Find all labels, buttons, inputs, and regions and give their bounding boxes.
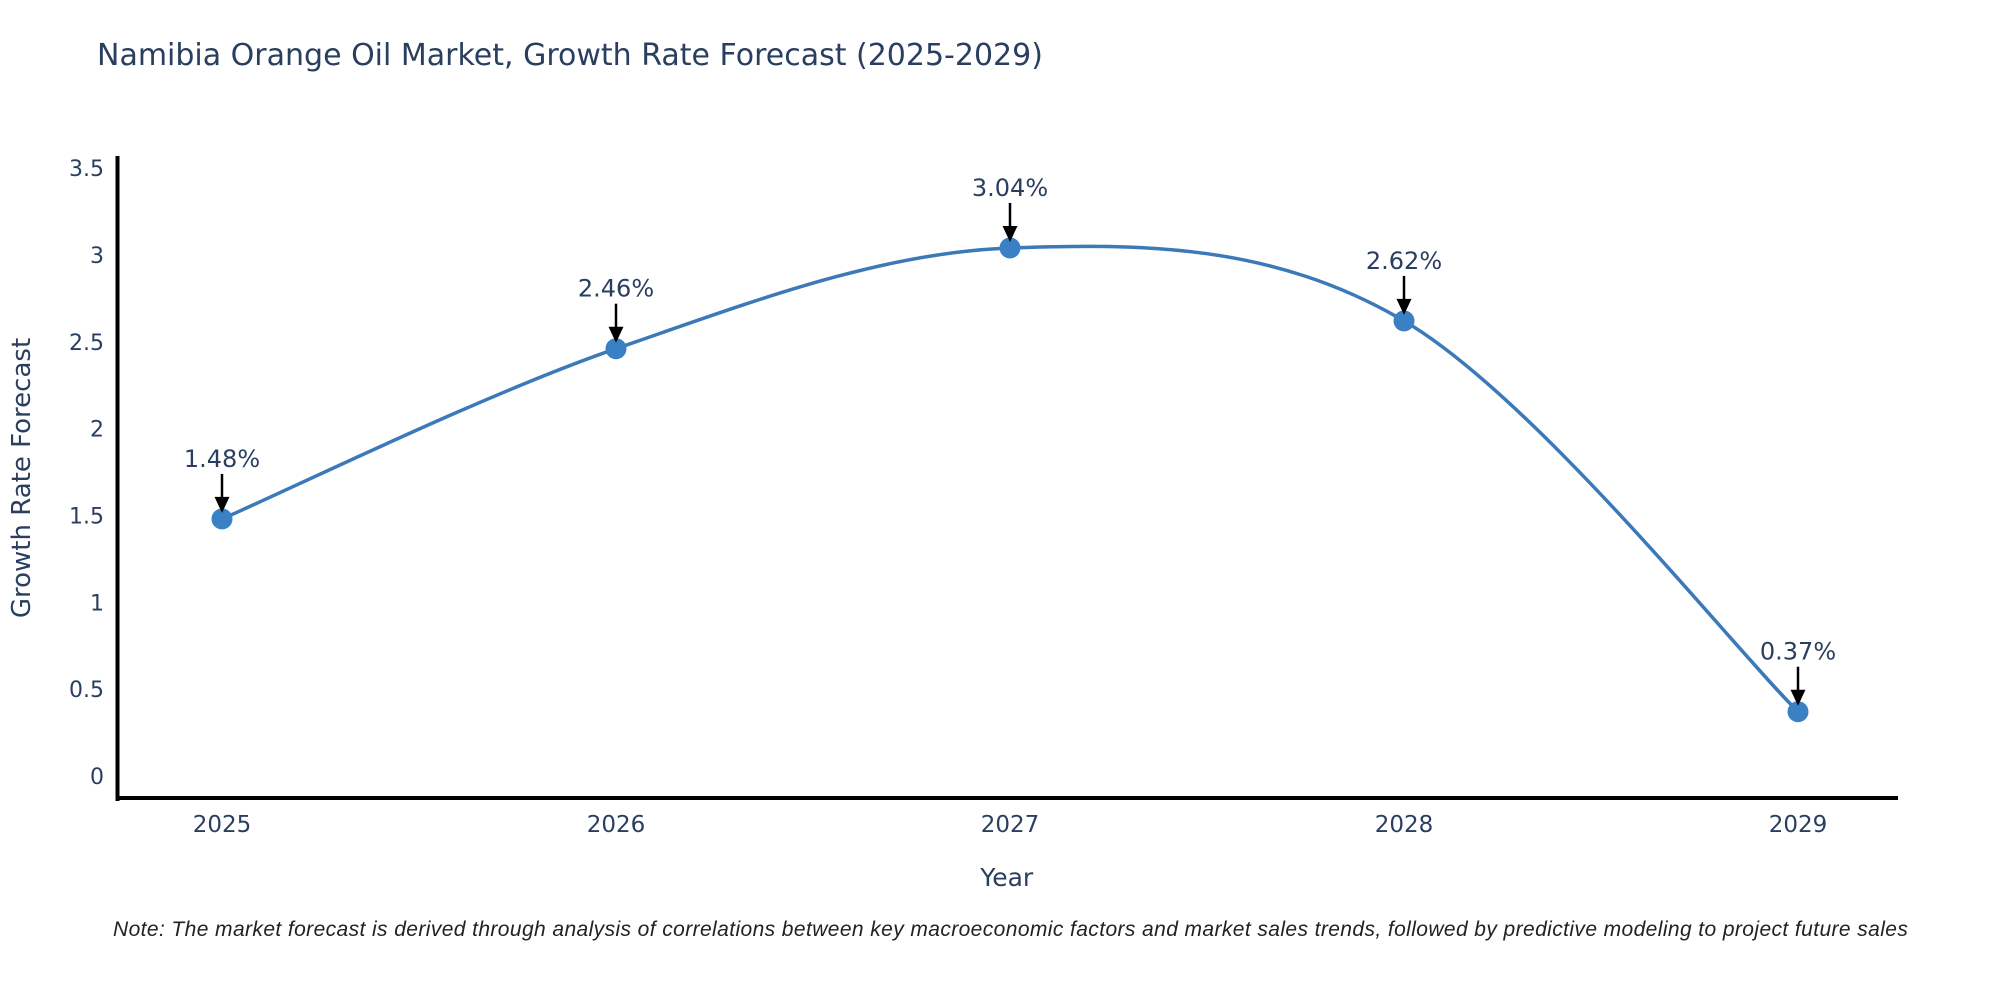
x-tick-label: 2028 <box>1375 812 1434 838</box>
chart-title: Namibia Orange Oil Market, Growth Rate F… <box>97 38 1043 73</box>
x-tick-label: 2025 <box>193 812 252 838</box>
data-point-2029 <box>1787 701 1809 723</box>
annotation-arrowhead <box>1790 689 1806 706</box>
data-point-2028 <box>1393 310 1415 332</box>
x-tick-label: 2026 <box>587 812 646 838</box>
data-point-2027 <box>999 237 1021 259</box>
y-tick-label: 0 <box>90 765 104 790</box>
data-point-2025 <box>211 508 233 530</box>
point-value-label: 3.04% <box>972 174 1048 202</box>
point-value-label: 2.62% <box>1366 247 1442 275</box>
y-tick-label: 1.5 <box>69 504 104 529</box>
point-value-label: 1.48% <box>184 445 260 473</box>
x-tick-label: 2027 <box>981 812 1040 838</box>
y-tick-label: 3 <box>90 244 104 269</box>
x-tick-label: 2029 <box>1769 812 1828 838</box>
x-axis-title: Year <box>979 863 1034 892</box>
footnote-text: Note: The market forecast is derived thr… <box>113 918 1909 941</box>
annotation-arrowhead <box>608 326 624 343</box>
y-tick-label: 2.5 <box>69 331 104 356</box>
annotation-arrowhead <box>1002 225 1018 242</box>
forecast-spline-line <box>221 244 1800 713</box>
y-tick-label: 1 <box>90 591 104 616</box>
data-point-2026 <box>605 338 627 360</box>
y-axis-title: Growth Rate Forecast <box>7 338 37 618</box>
annotation-arrowhead <box>1396 298 1412 315</box>
annotation-arrowhead <box>214 496 230 513</box>
y-tick-label: 0.5 <box>69 678 104 703</box>
point-value-label: 0.37% <box>1760 638 1836 666</box>
y-tick-label: 2 <box>90 418 104 443</box>
y-tick-label: 3.5 <box>69 157 104 182</box>
point-value-label: 2.46% <box>578 275 654 303</box>
